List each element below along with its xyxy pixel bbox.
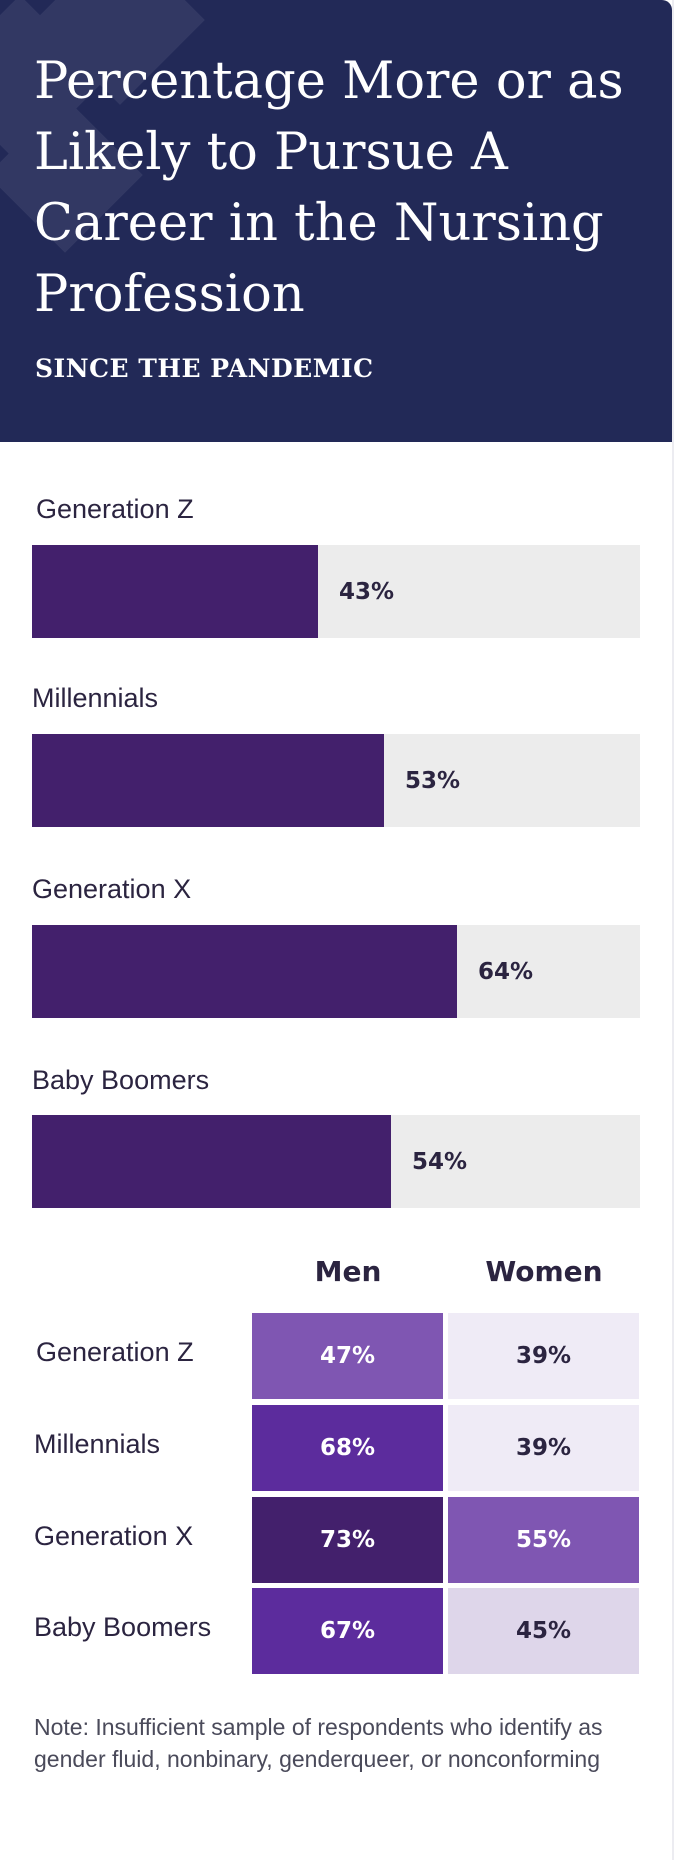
heatmap-cell: 39% bbox=[448, 1405, 639, 1491]
bar bbox=[32, 925, 457, 1018]
bar-value-label: 43% bbox=[339, 578, 395, 605]
bar-category-label: Millennials bbox=[32, 683, 159, 713]
heatmap-cell: 47% bbox=[252, 1313, 443, 1399]
bar bbox=[32, 1115, 391, 1208]
heatmap-cell: 55% bbox=[448, 1497, 639, 1583]
bar-category-label: Generation X bbox=[32, 874, 192, 904]
header-pattern-decoration bbox=[0, 0, 205, 253]
column-header: Women bbox=[485, 1255, 603, 1288]
heatmap-cell: 39% bbox=[448, 1313, 639, 1399]
header-banner: Percentage More or as Likely to Pursue A… bbox=[0, 0, 672, 442]
footnote: Note: Insufficient sample of respondents… bbox=[34, 1714, 603, 1772]
row-label: Generation Z bbox=[36, 1337, 194, 1367]
heatmap-cell: 67% bbox=[252, 1588, 443, 1674]
bar-value-label: 54% bbox=[412, 1148, 468, 1175]
page-title: Percentage More or as Likely to Pursue A… bbox=[34, 52, 624, 324]
bar-track: 53% bbox=[32, 734, 640, 827]
row-label: Millennials bbox=[34, 1429, 161, 1459]
bar-category-label: Generation Z bbox=[36, 494, 194, 524]
heatmap-cell: 73% bbox=[252, 1497, 443, 1583]
bar bbox=[32, 545, 318, 638]
row-label: Generation X bbox=[34, 1521, 194, 1551]
bar-value-label: 53% bbox=[405, 767, 461, 794]
row-label: Baby Boomers bbox=[34, 1612, 212, 1642]
heatmap-cell: 45% bbox=[448, 1588, 639, 1674]
column-header: Men bbox=[314, 1255, 382, 1288]
page-subtitle: SINCE THE PANDEMIC bbox=[35, 354, 374, 383]
bar-track: 54% bbox=[32, 1115, 640, 1208]
bar-value-label: 64% bbox=[478, 958, 534, 985]
bar-track: 43% bbox=[32, 545, 640, 638]
bar-category-label: Baby Boomers bbox=[32, 1065, 210, 1095]
bar bbox=[32, 734, 384, 827]
bar-track: 64% bbox=[32, 925, 640, 1018]
heatmap-cell: 68% bbox=[252, 1405, 443, 1491]
